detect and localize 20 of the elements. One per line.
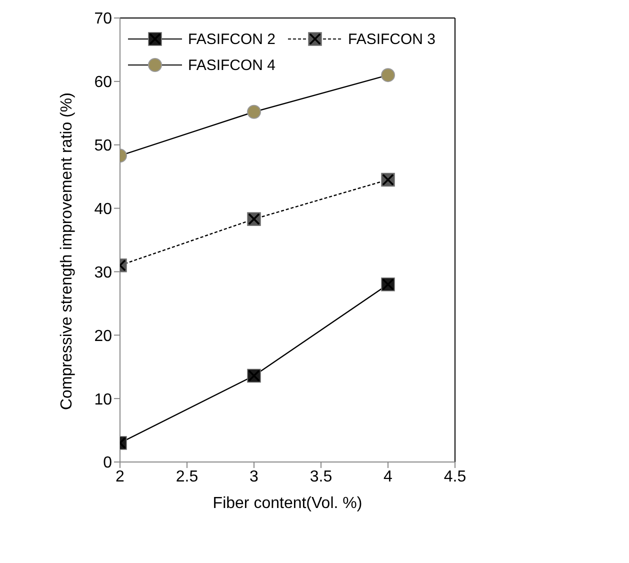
y-tick-label: 10 bbox=[94, 391, 112, 408]
x-tick-label: 4 bbox=[384, 468, 393, 486]
x-tick-label: 2.5 bbox=[176, 468, 198, 486]
legend-label: FASIFCON 3 bbox=[348, 30, 436, 48]
x-tick-label: 3 bbox=[250, 468, 259, 486]
point bbox=[381, 68, 395, 82]
y-tick-label: 0 bbox=[103, 454, 112, 472]
y-tick-label: 20 bbox=[94, 328, 112, 345]
legend-label: FASIFCON 2 bbox=[188, 30, 276, 48]
legend-label: FASIFCON 4 bbox=[188, 56, 276, 74]
y-tick-label: 30 bbox=[94, 264, 112, 282]
x-tick-label: 3.5 bbox=[310, 468, 332, 486]
y-tick-label: 40 bbox=[94, 200, 112, 218]
y-tick-label: 70 bbox=[94, 10, 112, 28]
y-axis-title: Compressive strength improvement ratio (%) bbox=[58, 92, 76, 410]
x-tick-label: 2 bbox=[116, 468, 125, 486]
y-tick-label: 60 bbox=[94, 74, 112, 92]
x-tick-label: 4.5 bbox=[444, 468, 466, 486]
y-tick-label: 50 bbox=[94, 138, 112, 155]
x-axis-title: Fiber content(Vol. %) bbox=[212, 495, 362, 512]
